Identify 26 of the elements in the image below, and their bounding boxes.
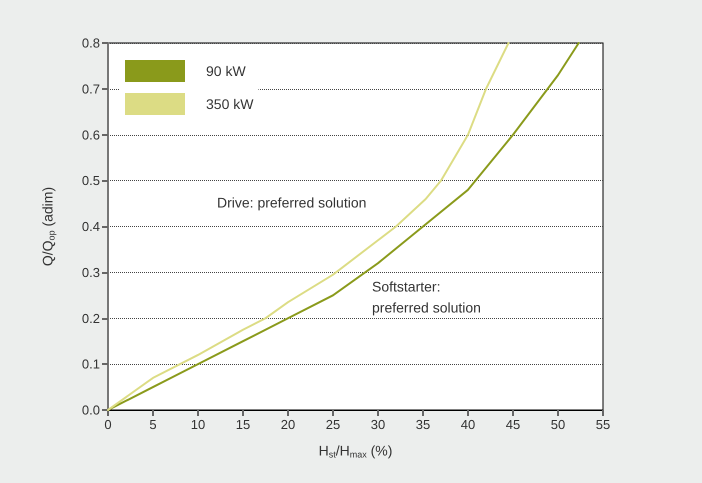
annotation: Drive: preferred solution xyxy=(217,194,366,210)
x-tick-label: 50 xyxy=(550,417,566,432)
x-tick-label: 5 xyxy=(149,417,157,432)
annotation: Softstarter: preferred solution xyxy=(372,278,481,316)
x-tick-label: 45 xyxy=(506,417,520,432)
x-tick-label: 15 xyxy=(236,417,250,432)
y-tick-label: 0.0 xyxy=(82,402,100,418)
y-axis-title: Q/Qop (adim) xyxy=(40,186,56,266)
y-tick-label: 0.4 xyxy=(82,219,100,234)
x-tick-label: 0 xyxy=(104,417,112,432)
x-tick-label: 25 xyxy=(326,417,340,432)
legend-label: 90 kW xyxy=(206,63,246,79)
y-tick-label: 0.7 xyxy=(82,81,100,96)
y-tick-label: 0.5 xyxy=(82,173,100,188)
legend-label: 350 kW xyxy=(206,96,254,112)
x-tick-label: 40 xyxy=(460,417,476,432)
y-tick-label: 0.2 xyxy=(82,310,100,326)
x-tick-label: 55 xyxy=(596,417,610,432)
y-tick-label: 0.6 xyxy=(82,127,100,142)
y-tick-label: 0.1 xyxy=(82,356,100,372)
x-tick-label: 20 xyxy=(280,417,296,432)
x-tick-label: 10 xyxy=(190,417,206,432)
x-tick-label: 35 xyxy=(416,417,430,432)
y-tick-label: 0.8 xyxy=(82,36,100,50)
y-tick-label: 0.3 xyxy=(82,264,100,280)
x-tick-label: 30 xyxy=(370,417,386,432)
